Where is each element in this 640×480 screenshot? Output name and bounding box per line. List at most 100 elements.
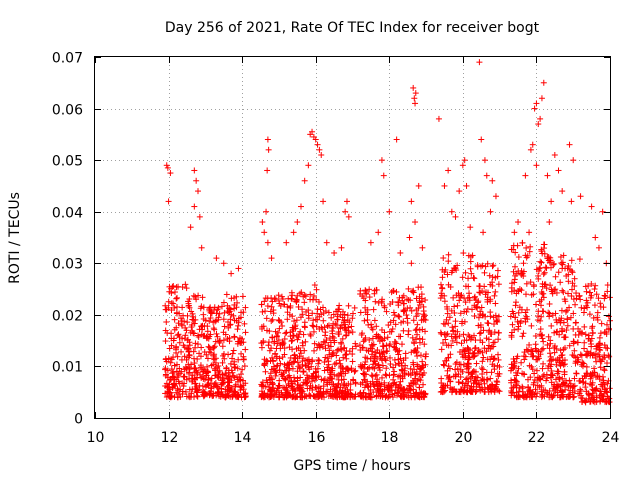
data-point — [334, 347, 341, 354]
data-point — [306, 366, 313, 373]
data-point — [185, 300, 192, 307]
data-point — [476, 330, 483, 337]
data-point — [359, 293, 366, 300]
data-point — [418, 365, 425, 372]
data-point — [348, 323, 355, 330]
data-point — [216, 339, 223, 346]
data-point — [308, 378, 315, 385]
data-point — [557, 254, 564, 261]
data-point — [241, 320, 248, 327]
data-point — [378, 298, 385, 305]
data-point — [464, 375, 471, 382]
data-point — [276, 367, 283, 374]
data-point — [240, 309, 247, 316]
data-point — [326, 347, 333, 354]
data-point — [333, 360, 340, 367]
data-point — [261, 361, 268, 368]
data-point — [538, 259, 545, 266]
data-point — [343, 391, 350, 398]
data-point — [364, 306, 371, 313]
data-point — [222, 370, 229, 377]
data-point — [345, 329, 352, 336]
data-point — [338, 244, 345, 251]
data-point — [447, 351, 454, 358]
data-point — [568, 198, 575, 205]
data-point — [264, 303, 271, 310]
data-point — [298, 384, 305, 391]
data-point — [225, 309, 232, 316]
y-tick-label: 0.04 — [52, 206, 83, 222]
data-point — [570, 157, 577, 164]
data-point — [419, 358, 426, 365]
data-point — [494, 267, 501, 274]
data-point — [557, 279, 564, 286]
data-point — [303, 379, 310, 386]
data-point — [520, 330, 527, 337]
data-point — [322, 332, 329, 339]
data-point — [260, 391, 267, 398]
data-point — [196, 382, 203, 389]
data-point — [360, 389, 367, 396]
data-point — [197, 362, 204, 369]
data-point — [169, 370, 176, 377]
data-point — [214, 333, 221, 340]
data-point — [416, 384, 423, 391]
y-tick-label: 0.01 — [52, 360, 83, 376]
data-point — [331, 361, 338, 368]
data-point — [509, 321, 516, 328]
data-point — [586, 311, 593, 318]
data-point — [318, 341, 325, 348]
data-point — [510, 355, 517, 362]
data-point — [454, 302, 461, 309]
data-point — [518, 359, 525, 366]
data-point — [224, 383, 231, 390]
data-point — [401, 386, 408, 393]
data-point — [342, 351, 349, 358]
data-point — [491, 339, 498, 346]
data-point — [291, 378, 298, 385]
data-point — [175, 372, 182, 379]
data-point — [484, 319, 491, 326]
data-point — [357, 309, 364, 316]
data-point — [462, 299, 469, 306]
data-point — [176, 339, 183, 346]
data-point — [305, 360, 312, 367]
data-point — [301, 177, 308, 184]
data-point — [386, 372, 393, 379]
data-point — [539, 365, 546, 372]
data-point — [275, 292, 282, 299]
data-point — [200, 332, 207, 339]
data-point — [360, 371, 367, 378]
data-point — [224, 335, 231, 342]
data-point — [558, 307, 565, 314]
data-point — [269, 334, 276, 341]
data-point — [568, 257, 575, 264]
data-point — [495, 356, 502, 363]
data-point — [371, 317, 378, 324]
x-tick-label: 12 — [161, 430, 179, 446]
x-tick-label: 22 — [528, 430, 546, 446]
data-point — [581, 339, 588, 346]
data-point — [289, 365, 296, 372]
data-point — [189, 327, 196, 334]
data-point — [375, 229, 382, 236]
data-point — [174, 385, 181, 392]
data-point — [323, 239, 330, 246]
data-point — [369, 335, 376, 342]
data-point — [218, 385, 225, 392]
data-point — [207, 331, 214, 338]
data-point — [492, 300, 499, 307]
data-point — [410, 289, 417, 296]
data-point — [188, 321, 195, 328]
data-point — [420, 303, 427, 310]
data-point — [234, 376, 241, 383]
data-point — [292, 387, 299, 394]
data-point — [419, 364, 426, 371]
data-point — [369, 378, 376, 385]
data-point — [171, 316, 178, 323]
data-point — [400, 292, 407, 299]
data-point — [309, 322, 316, 329]
data-point — [220, 337, 227, 344]
data-point — [591, 302, 598, 309]
data-point — [273, 333, 280, 340]
